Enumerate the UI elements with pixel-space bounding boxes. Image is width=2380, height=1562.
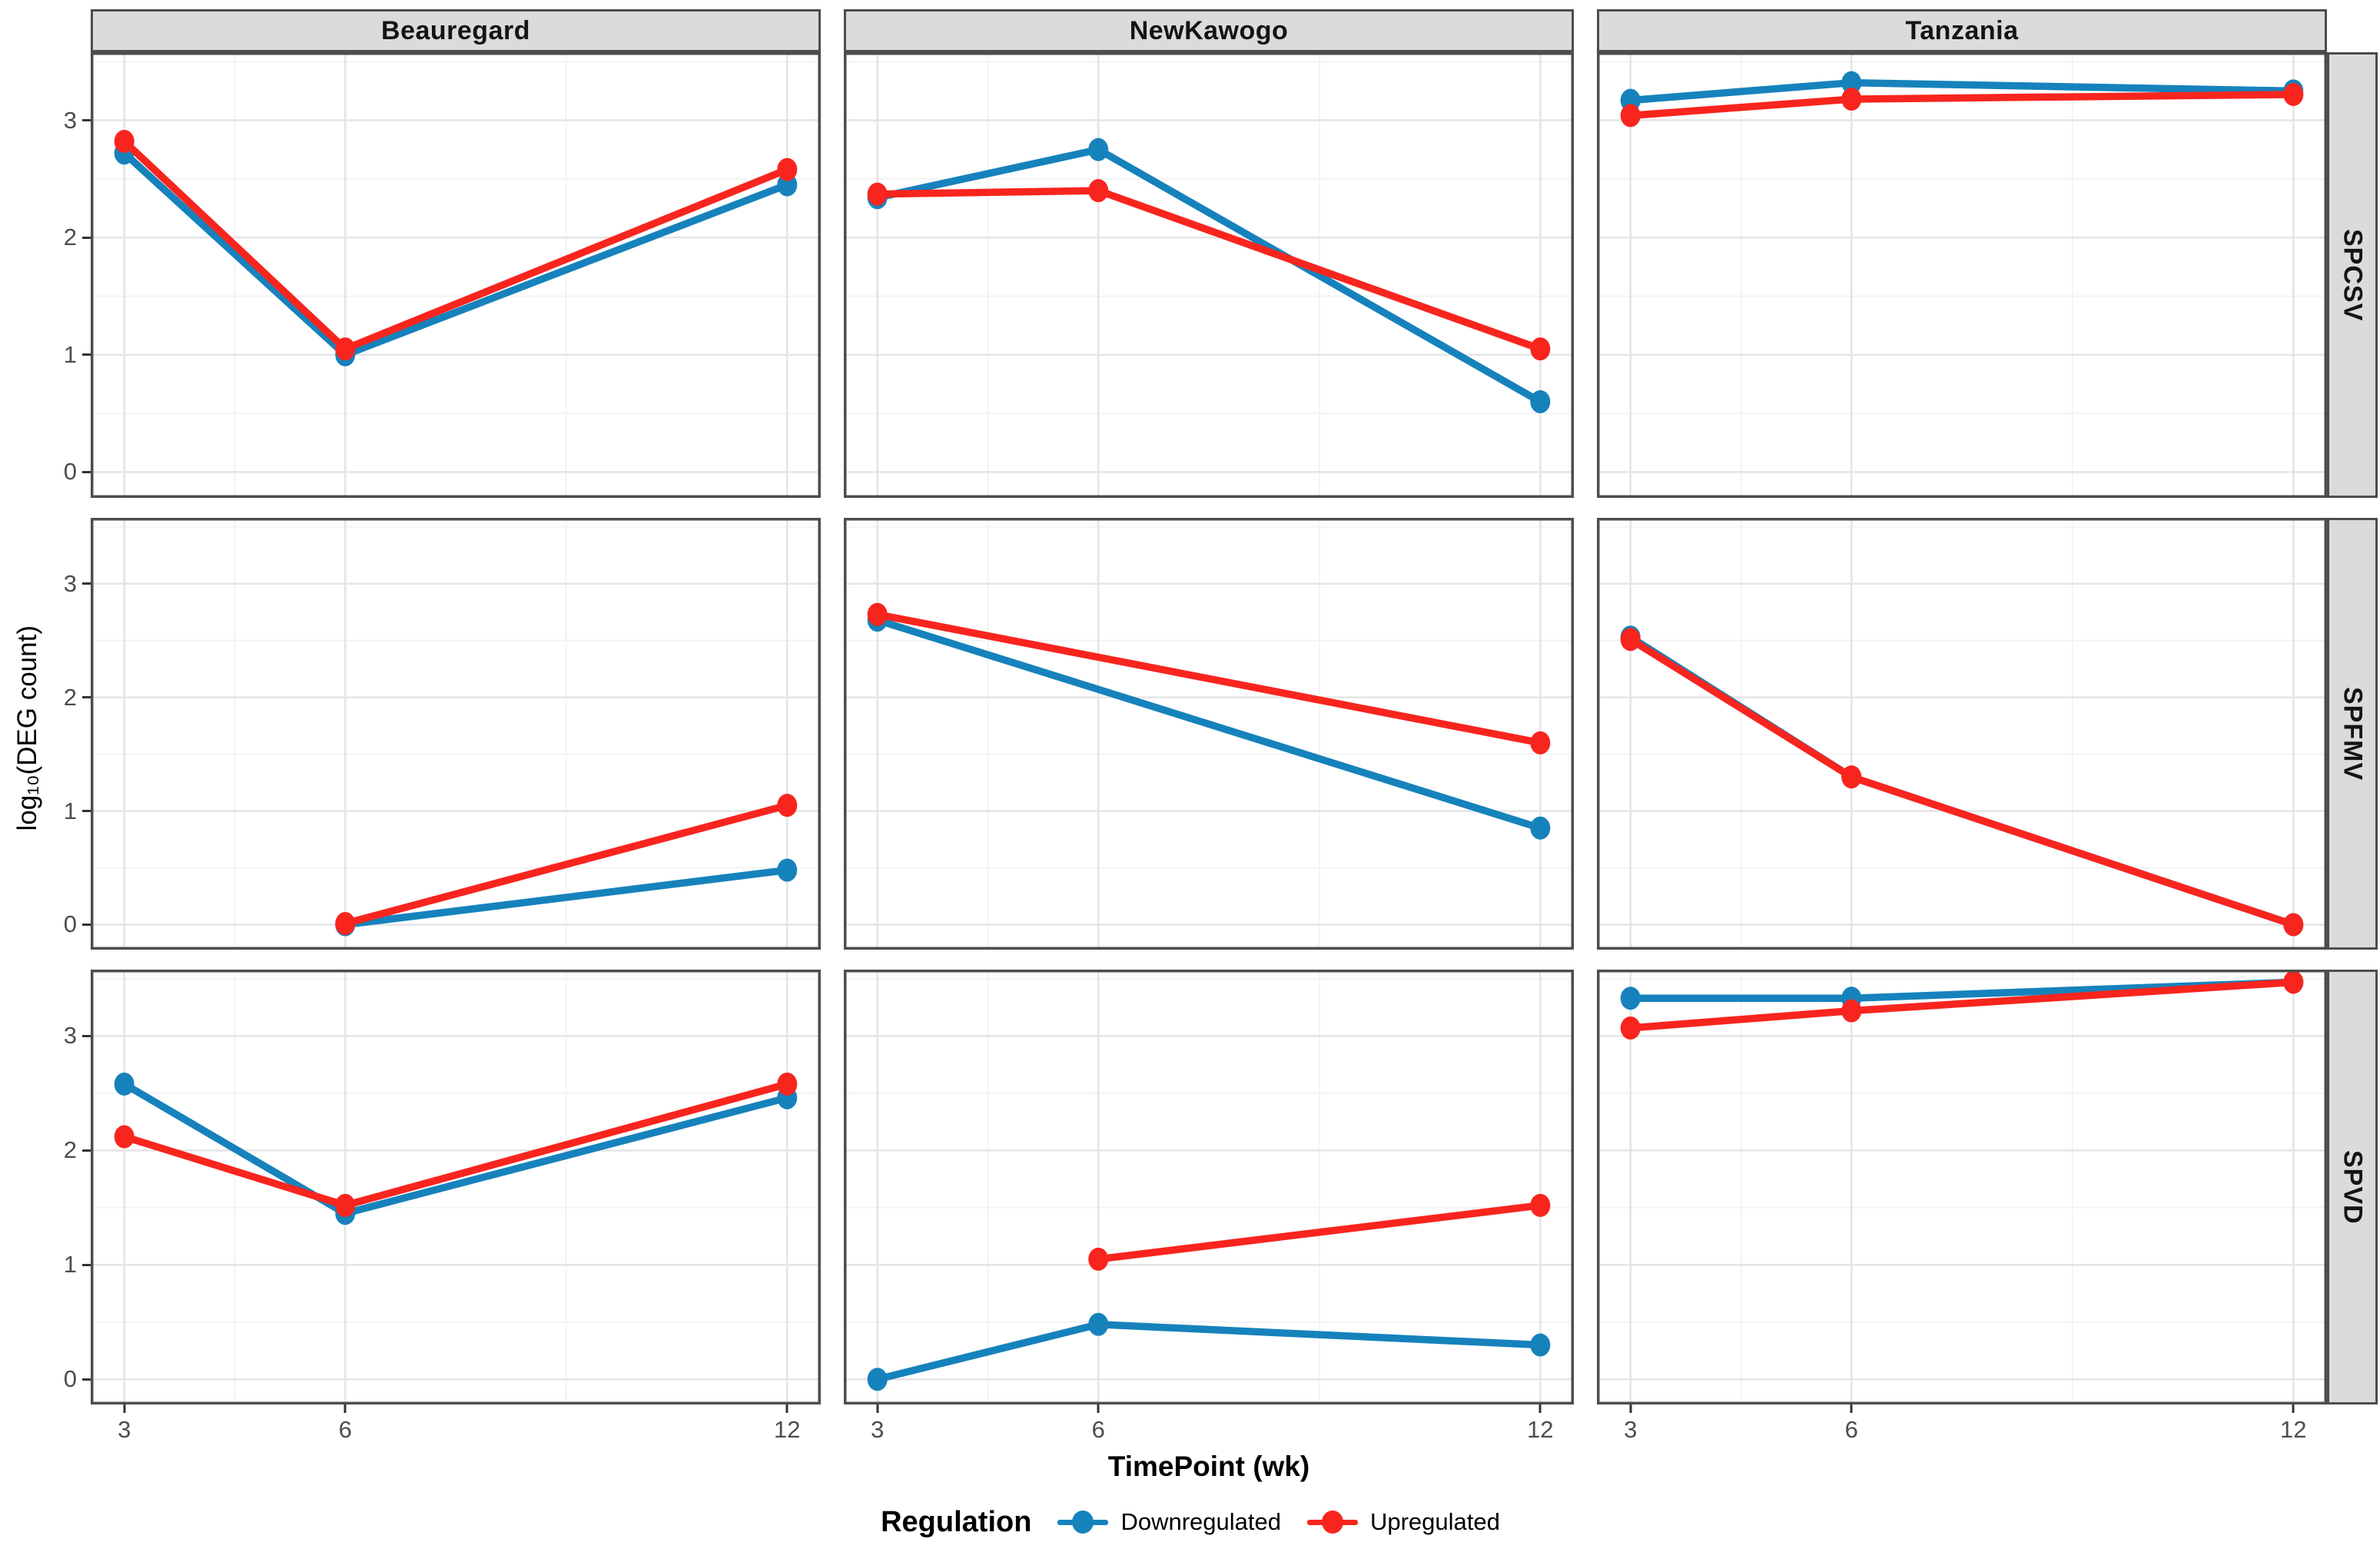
panel-spcsv-tanzania (1597, 52, 2327, 498)
y-tick-label: 0 (63, 910, 77, 938)
y-axis-ticks-spvd: 0 1 2 3 (52, 970, 91, 1404)
facet-strip-spcsv: SPCSV (2327, 52, 2378, 498)
facet-strip-tanzania-label: Tanzania (1905, 15, 2019, 45)
panel-spcsv-newkawogo-plot (844, 52, 1574, 498)
y-tick-mark (82, 582, 91, 585)
facet-strip-tanzania: Tanzania (1597, 9, 2327, 52)
facet-strip-spvd: SPVD (2327, 970, 2378, 1404)
panel-spcsv-tanzania-plot (1597, 52, 2327, 498)
x-tick-mark (1539, 1404, 1542, 1413)
facet-strip-spvd-label: SPVD (2338, 1149, 2368, 1225)
legend-title: Regulation (881, 1505, 1032, 1538)
x-tick-label: 12 (774, 1416, 801, 1443)
y-tick-label: 2 (63, 683, 77, 711)
y-tick-mark (82, 353, 91, 357)
panel-spvd-newkawogo (844, 970, 1574, 1404)
x-axis-ticks-newkawogo: 3 6 12 (844, 1404, 1574, 1444)
x-tick-label: 12 (2280, 1416, 2307, 1443)
panel-spvd-beauregard (91, 970, 821, 1404)
y-tick-label: 0 (63, 458, 77, 486)
x-tick-label: 6 (1844, 1416, 1858, 1443)
upregulated-key-icon (1306, 1507, 1358, 1537)
y-tick-label: 1 (63, 340, 77, 368)
x-tick-mark (1850, 1404, 1853, 1413)
panel-spvd-tanzania (1597, 970, 2327, 1404)
x-axis-ticks-tanzania: 3 6 12 (1597, 1404, 2327, 1444)
panel-spcsv-newkawogo (844, 52, 1574, 498)
legend-item-upregulated: Upregulated (1306, 1507, 1500, 1537)
x-tick-mark (2292, 1404, 2295, 1413)
panel-spvd-newkawogo-plot (844, 970, 1574, 1404)
y-tick-mark (82, 1263, 91, 1266)
x-tick-mark (123, 1404, 126, 1413)
y-tick-label: 2 (63, 1136, 77, 1164)
panel-spvd-tanzania-plot (1597, 970, 2327, 1404)
y-tick-mark (82, 470, 91, 473)
legend-item-downregulated: Downregulated (1057, 1507, 1281, 1537)
downregulated-key-icon (1057, 1507, 1109, 1537)
y-tick-label: 1 (63, 1251, 77, 1278)
panel-spvd-beauregard-plot (91, 970, 821, 1404)
y-tick-mark (82, 119, 91, 122)
y-tick-mark (82, 236, 91, 239)
x-tick-label: 3 (118, 1416, 131, 1443)
facet-strip-beauregard: Beauregard (91, 9, 821, 52)
y-tick-mark (82, 1378, 91, 1381)
legend-label-downregulated: Downregulated (1120, 1508, 1281, 1535)
x-tick-label: 6 (1091, 1416, 1105, 1443)
x-axis-ticks-beauregard: 3 6 12 (91, 1404, 821, 1444)
x-tick-label: 6 (338, 1416, 352, 1443)
facet-strip-newkawogo: NewKawogo (844, 9, 1574, 52)
legend: Regulation Downregulated Upregulated (3, 1489, 2378, 1555)
x-tick-label: 12 (1527, 1416, 1554, 1443)
y-tick-label: 0 (63, 1365, 77, 1393)
y-tick-mark (82, 1034, 91, 1037)
x-tick-label: 3 (1624, 1416, 1638, 1443)
y-axis-ticks-spcsv: 0 1 2 3 (52, 52, 91, 498)
facet-strip-beauregard-label: Beauregard (381, 15, 530, 45)
x-tick-label: 3 (871, 1416, 885, 1443)
legend-label-upregulated: Upregulated (1369, 1508, 1500, 1535)
facet-strip-spcsv-label: SPCSV (2338, 228, 2368, 322)
x-tick-mark (344, 1404, 347, 1413)
y-axis-ticks-spfmv: 0 1 2 3 (52, 518, 91, 950)
y-tick-mark (82, 1149, 91, 1152)
facet-strip-spfmv: SPFMV (2327, 518, 2378, 950)
y-tick-mark (82, 810, 91, 813)
y-tick-mark (82, 696, 91, 699)
y-tick-mark (82, 923, 91, 926)
y-tick-label: 3 (63, 106, 77, 134)
y-tick-label: 1 (63, 797, 77, 824)
panel-spfmv-tanzania-plot (1597, 518, 2327, 950)
x-tick-mark (785, 1404, 788, 1413)
facet-strip-newkawogo-label: NewKawogo (1129, 15, 1289, 45)
panel-spfmv-newkawogo-plot (844, 518, 1574, 950)
x-tick-mark (1629, 1404, 1632, 1413)
panel-spfmv-tanzania (1597, 518, 2327, 950)
x-tick-mark (1097, 1404, 1100, 1413)
y-tick-label: 3 (63, 569, 77, 597)
panel-spfmv-beauregard-plot (91, 518, 821, 950)
panel-spfmv-newkawogo (844, 518, 1574, 950)
panel-spfmv-beauregard (91, 518, 821, 950)
facet-strip-spfmv-label: SPFMV (2338, 686, 2368, 781)
x-tick-mark (876, 1404, 879, 1413)
y-axis-title-container: log₁₀(DEG count) (3, 52, 52, 1404)
y-tick-label: 2 (63, 224, 77, 251)
panel-spcsv-beauregard-plot (91, 52, 821, 498)
x-axis-title: TimePoint (wk) (1107, 1451, 1310, 1482)
y-axis-title: log₁₀(DEG count) (12, 625, 42, 831)
y-tick-label: 3 (63, 1022, 77, 1050)
panel-spcsv-beauregard (91, 52, 821, 498)
